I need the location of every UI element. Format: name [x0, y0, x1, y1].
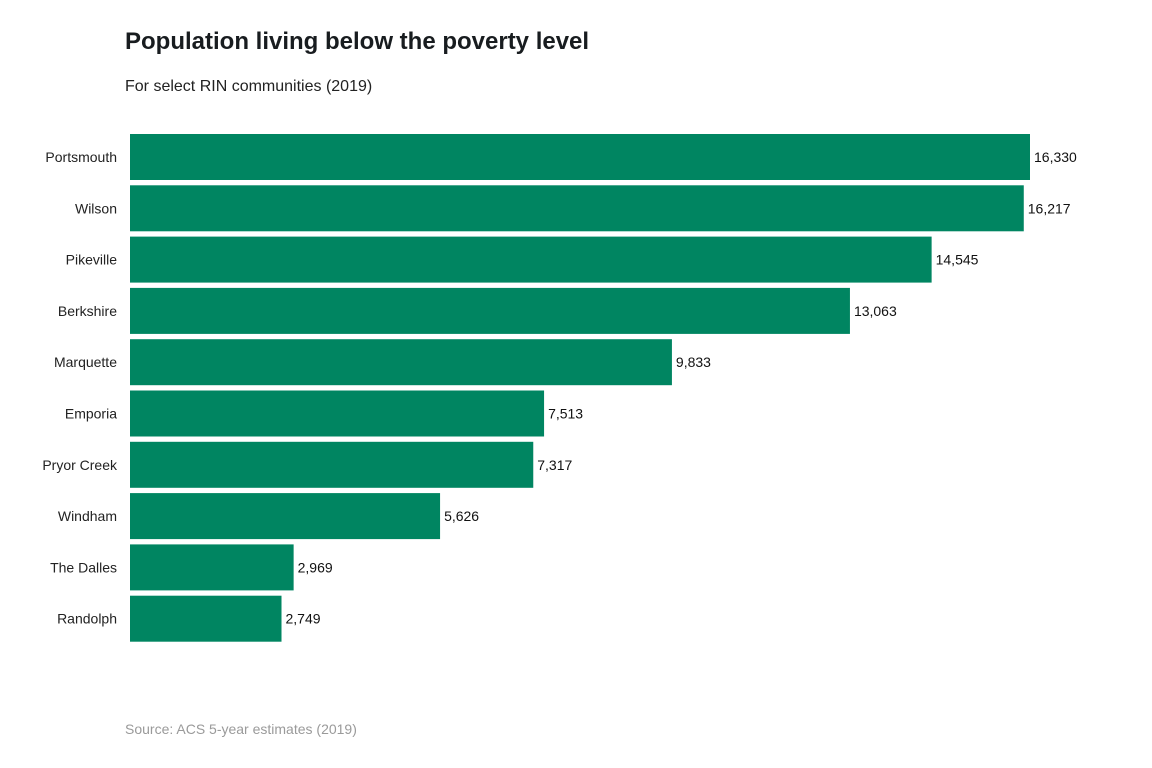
category-label: Pryor Creek — [42, 457, 118, 473]
value-label: 5,626 — [444, 508, 479, 524]
bar — [130, 595, 282, 642]
value-label: 16,330 — [1034, 149, 1077, 165]
chart-subtitle: For select RIN communities (2019) — [125, 78, 373, 95]
value-label: 7,513 — [548, 406, 583, 422]
bar — [130, 441, 534, 488]
bar — [130, 185, 1024, 232]
bar — [130, 390, 545, 437]
bar — [130, 287, 850, 334]
value-label: 14,545 — [936, 252, 979, 268]
bar — [130, 339, 672, 386]
category-label: Emporia — [65, 406, 117, 422]
value-label: 2,969 — [298, 559, 333, 575]
category-label: The Dalles — [50, 559, 117, 575]
category-label: Wilson — [75, 200, 117, 216]
chart-source: Source: ACS 5-year estimates (2019) — [125, 721, 357, 737]
bar — [130, 493, 441, 540]
category-label: Randolph — [57, 611, 117, 627]
category-label: Portsmouth — [45, 149, 117, 165]
value-label: 13,063 — [854, 303, 897, 319]
bar — [130, 544, 294, 591]
value-label: 7,317 — [537, 457, 572, 473]
category-label: Pikeville — [66, 252, 118, 268]
value-label: 2,749 — [286, 611, 321, 627]
bar — [130, 134, 1030, 180]
category-label: Marquette — [54, 354, 117, 370]
category-label: Berkshire — [58, 303, 117, 319]
bar — [130, 236, 932, 283]
value-label: 16,217 — [1028, 200, 1071, 216]
value-label: 9,833 — [676, 354, 711, 370]
category-label: Windham — [58, 508, 117, 524]
chart-title: Population living below the poverty leve… — [125, 28, 590, 55]
